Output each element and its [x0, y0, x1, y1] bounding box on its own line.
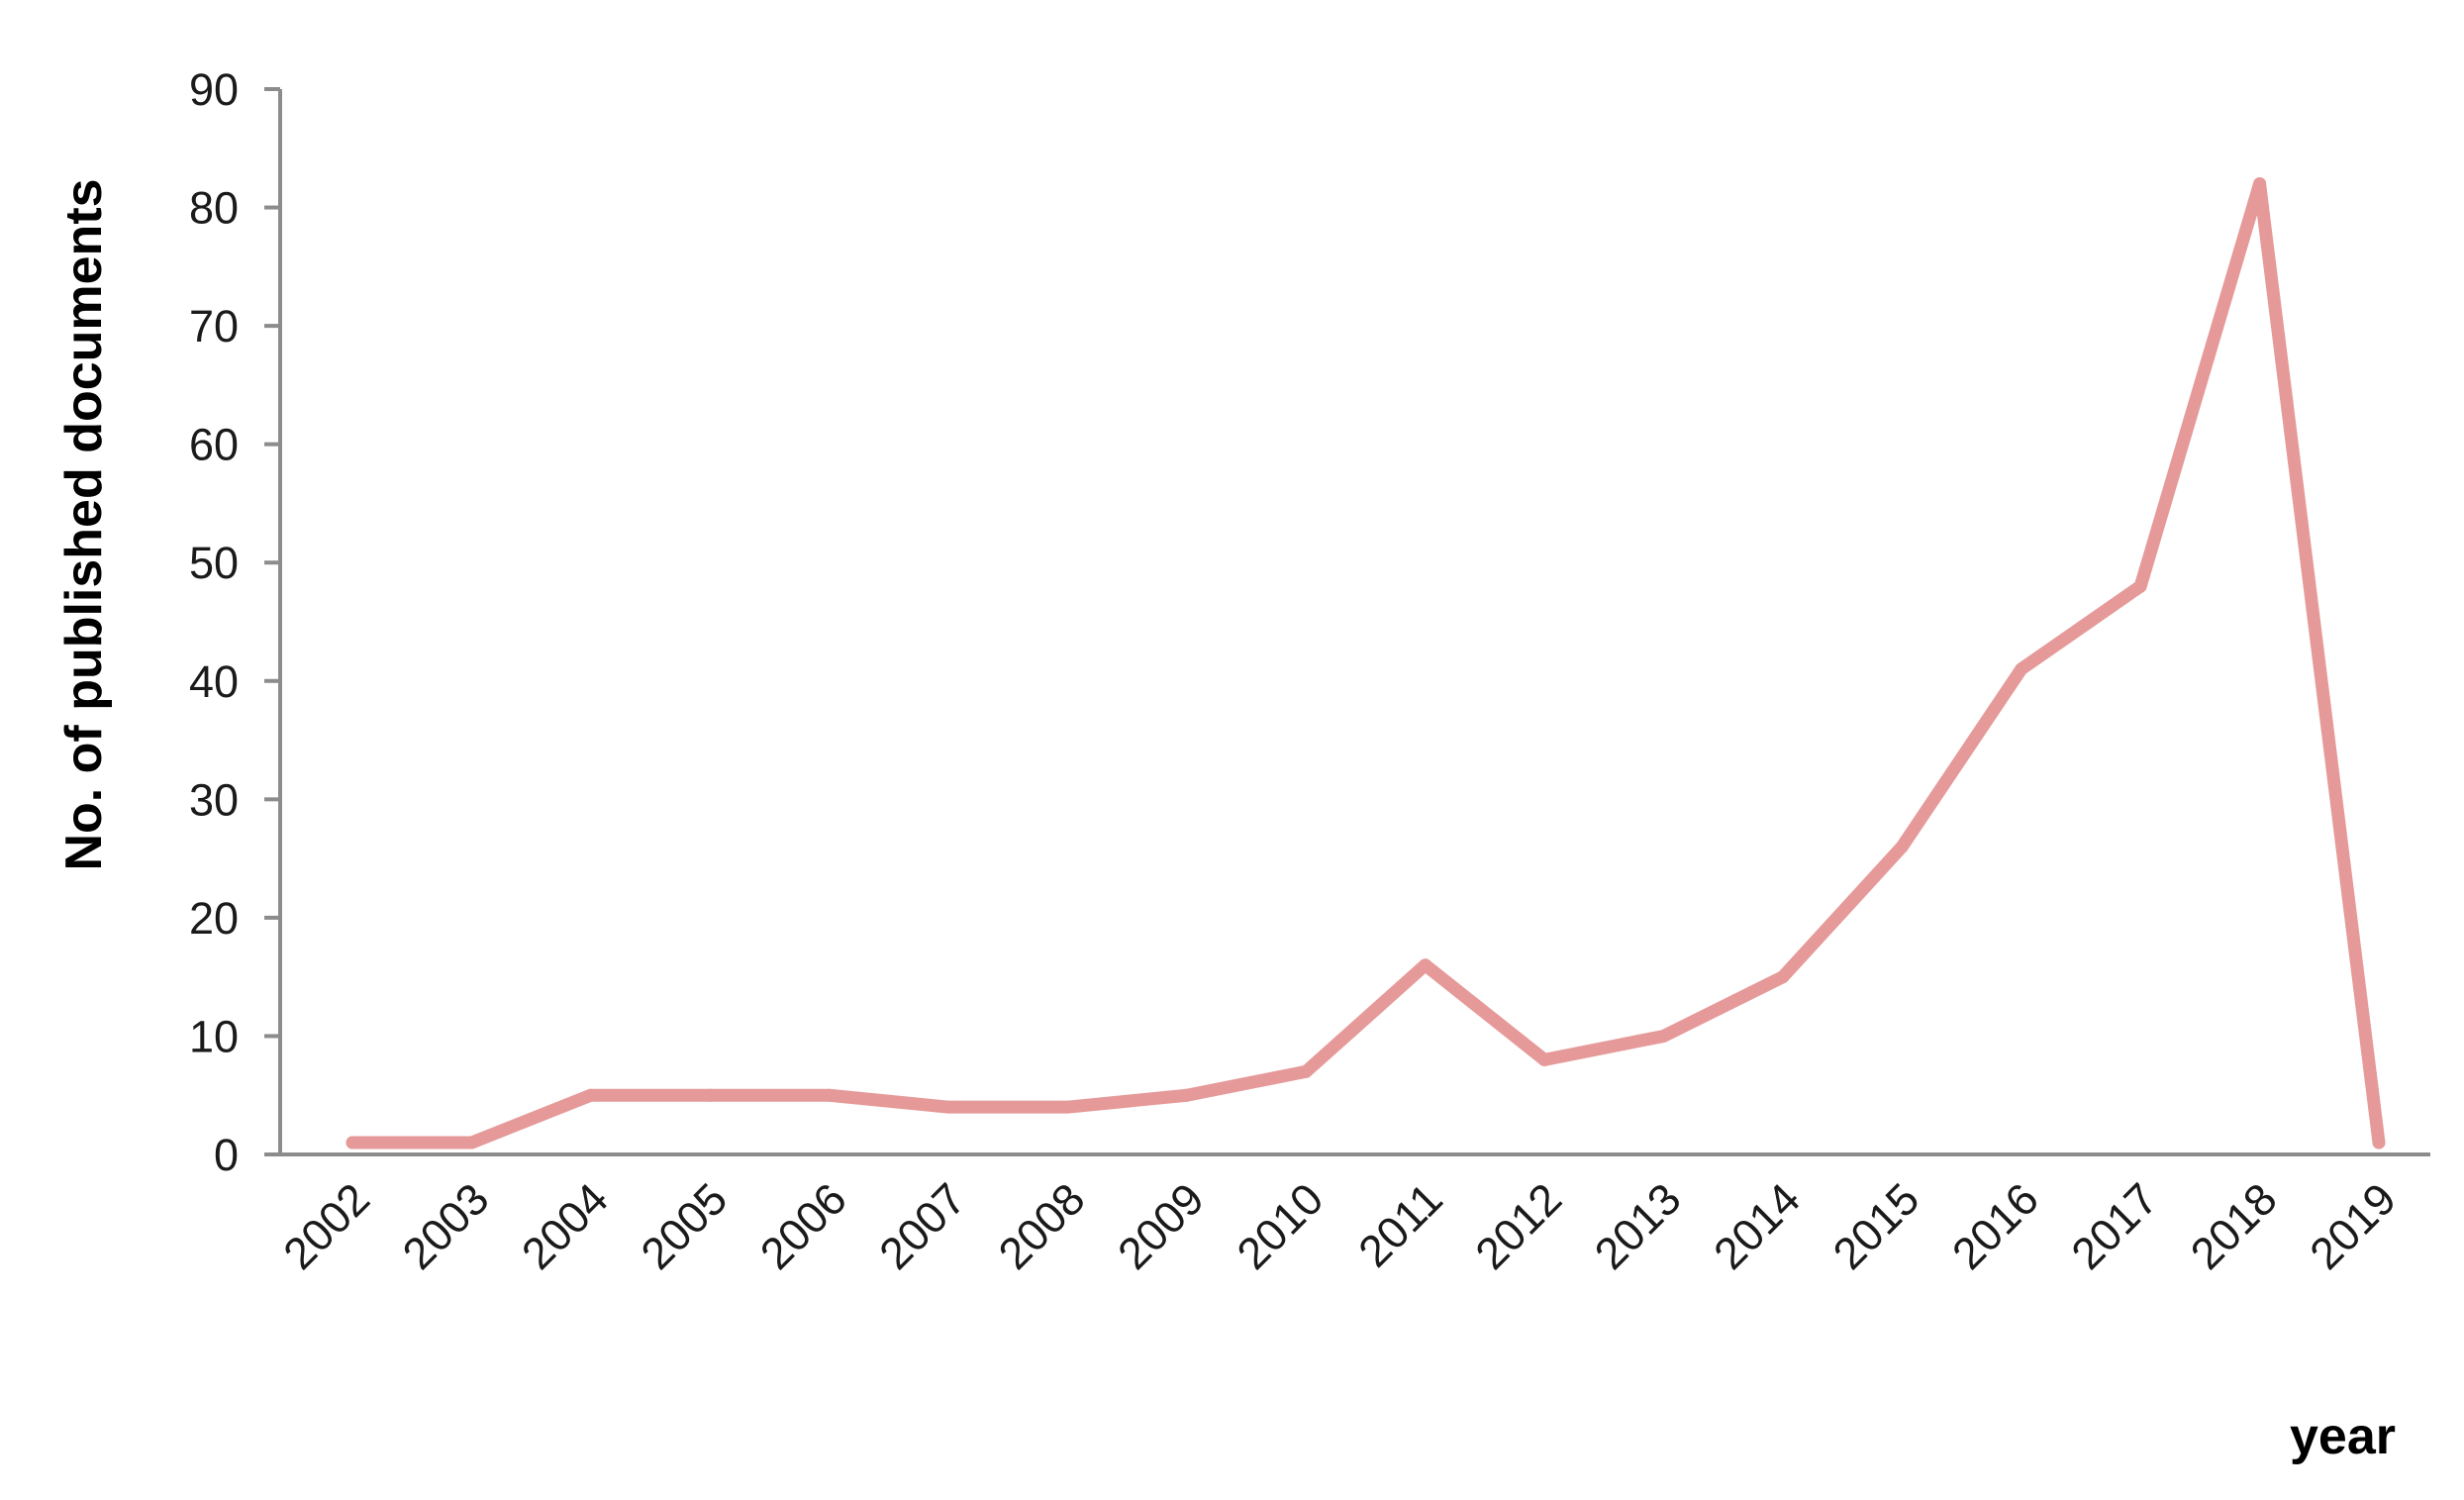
y-tick-label: 10 — [189, 1011, 239, 1061]
data-point — [1657, 1029, 1671, 1043]
data-point — [584, 1088, 598, 1102]
data-point — [2253, 177, 2267, 191]
data-point — [1776, 970, 1790, 984]
x-tick-label: 2017 — [2061, 1173, 2167, 1279]
x-tick-label: 2018 — [2181, 1173, 2287, 1279]
y-tick-label: 20 — [189, 893, 239, 944]
data-point — [464, 1136, 478, 1150]
y-tick-label: 80 — [189, 183, 239, 234]
y-tick-label: 30 — [189, 774, 239, 825]
y-tick-label: 0 — [214, 1130, 239, 1180]
data-point — [1060, 1100, 1074, 1114]
x-tick-label: 2002 — [273, 1173, 379, 1279]
x-tick-label: 2003 — [393, 1173, 499, 1279]
x-axis-title: year — [2290, 1408, 2396, 1465]
y-tick-label: 90 — [189, 64, 239, 115]
data-point — [1180, 1088, 1194, 1102]
data-point — [941, 1100, 955, 1114]
y-axis-title: No. of published documents — [55, 178, 113, 870]
series-line — [345, 177, 2386, 1150]
data-point — [2133, 579, 2147, 593]
y-axis: 0 10 20 30 40 50 60 70 80 90 — [189, 64, 282, 1180]
x-tick-label: 2009 — [1108, 1173, 1214, 1279]
x-tick-label: 2014 — [1704, 1173, 1810, 1279]
x-axis: 2002 2003 2004 2005 2006 2007 2008 2009 2010 2011… — [273, 1152, 2430, 1279]
series-layer — [345, 177, 2386, 1150]
x-tick-label: 2004 — [512, 1173, 618, 1279]
data-point — [2015, 662, 2028, 676]
y-tick-label: 40 — [189, 656, 239, 707]
data-point — [1537, 1052, 1551, 1066]
x-tick-label: 2005 — [631, 1173, 737, 1279]
x-tick-label: 2016 — [1942, 1173, 2048, 1279]
y-tick-label: 70 — [189, 301, 239, 351]
y-tick-label: 50 — [189, 538, 239, 588]
data-point — [703, 1088, 717, 1102]
x-tick-label: 2006 — [750, 1173, 856, 1279]
x-tick-label: 2011 — [1348, 1173, 1451, 1276]
data-point — [345, 1136, 359, 1150]
x-tick-label: 2019 — [2300, 1173, 2406, 1279]
y-tick-label: 60 — [189, 420, 239, 470]
data-point — [1299, 1064, 1313, 1078]
x-tick-label: 2013 — [1585, 1173, 1691, 1279]
data-point — [1895, 840, 1909, 853]
x-tick-label: 2010 — [1228, 1173, 1333, 1279]
data-point — [823, 1088, 837, 1102]
data-point — [2372, 1136, 2386, 1150]
x-tick-label: 2012 — [1465, 1173, 1571, 1279]
x-tick-label: 2007 — [869, 1173, 975, 1279]
x-tick-label: 2015 — [1823, 1173, 1929, 1279]
x-tick-label: 2008 — [989, 1173, 1095, 1279]
data-point — [1419, 958, 1432, 972]
